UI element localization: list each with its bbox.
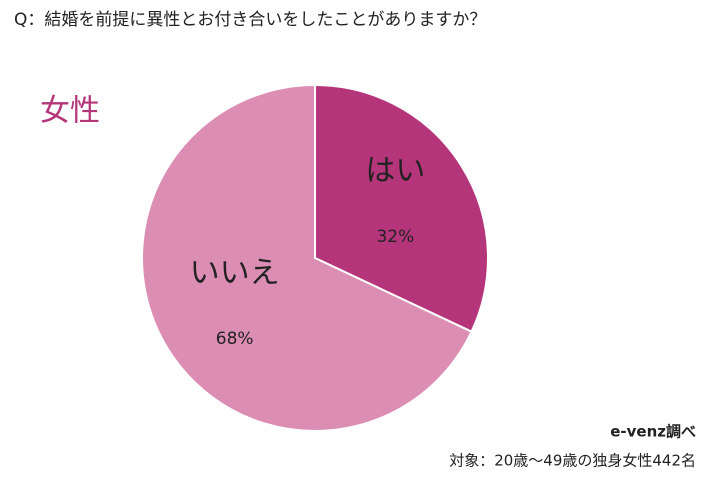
value-label: 32% xyxy=(376,227,414,247)
source: e-venz調べ xyxy=(610,423,696,441)
slice-label: いいえ xyxy=(190,255,280,290)
value-label: 68% xyxy=(216,329,254,349)
chart-title: Q：結婚を前提に異性とお付き合いをしたことがありますか？ xyxy=(14,10,486,30)
chart-subtitle: 女性 xyxy=(40,94,100,129)
note: 対象：20歳～49歳の独身女性442名 xyxy=(449,452,696,470)
slice-label: はい xyxy=(365,154,425,189)
pie-slice xyxy=(314,83,489,333)
pie-slice xyxy=(141,83,473,432)
